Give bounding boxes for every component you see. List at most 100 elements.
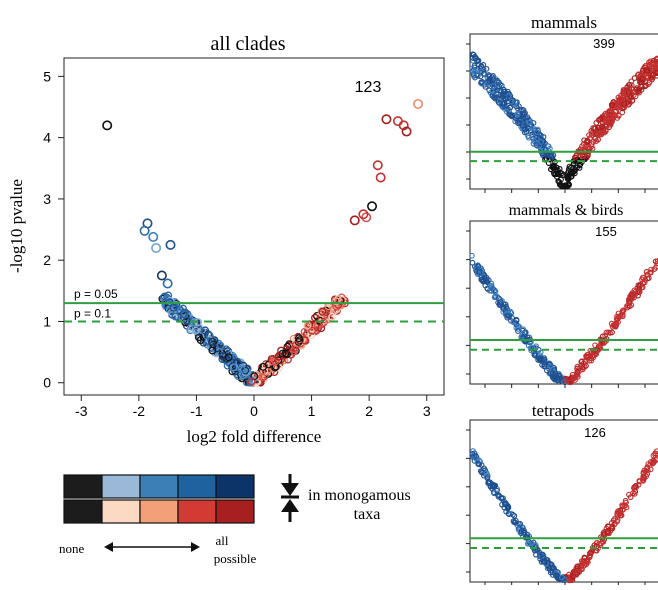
mammals-birds-ticks: [466, 230, 646, 388]
mammals-panel: mammals 399: [466, 13, 658, 193]
cloud-point: [533, 142, 540, 148]
legend-swatch-down: [101, 474, 141, 499]
legend-description-line2: taxa: [354, 506, 381, 523]
cloud-point: [582, 153, 588, 160]
legend-swatch-down: [177, 474, 217, 499]
cloud-point: [488, 283, 495, 289]
cloud-point: [536, 356, 543, 362]
tetrapods-count-label: 126: [584, 425, 606, 440]
cloud-point: [517, 116, 524, 123]
cloud-point: [585, 144, 592, 150]
cloud-point: [553, 164, 560, 171]
cloud-point: [485, 478, 492, 485]
cloud-point: [481, 465, 487, 472]
cloud-point: [650, 452, 657, 459]
y-tick-label: 5: [43, 68, 51, 84]
highlight-point: [349, 215, 360, 226]
cloud-point: [572, 154, 578, 161]
legend-swatch-down: [215, 474, 255, 499]
cloud-point: [533, 343, 539, 350]
cloud-point: [478, 79, 485, 86]
cloud-point: [537, 349, 544, 356]
legend-scale-right-line1: all: [216, 533, 229, 548]
cloud-point: [507, 104, 513, 111]
cloud-point: [644, 67, 651, 74]
y-tick-label: 1: [43, 313, 51, 329]
cloud-point: [498, 82, 505, 89]
cloud-point: [547, 361, 553, 368]
cloud-point: [486, 73, 493, 80]
cloud-point: [570, 160, 577, 166]
cloud-point: [612, 323, 619, 329]
cloud-point: [549, 373, 556, 380]
main-x-axis-label: log2 fold difference: [187, 427, 322, 446]
cloud-point: [597, 115, 604, 122]
cloud-point: [609, 114, 616, 121]
cloud-point: [573, 571, 580, 578]
cloud-point: [643, 82, 649, 89]
cloud-point: [469, 252, 475, 259]
cloud-point: [521, 529, 528, 536]
p01-label: p = 0.1: [74, 306, 111, 320]
cloud-point: [518, 530, 525, 537]
cloud-point: [584, 351, 591, 358]
cloud-point: [522, 125, 528, 132]
cloud-point: [562, 376, 569, 383]
cloud-point: [556, 181, 563, 188]
cloud-point: [307, 330, 316, 339]
cloud-point: [512, 99, 519, 105]
cloud-point: [311, 313, 319, 322]
cloud-point: [180, 310, 189, 318]
highlight-point: [375, 172, 386, 183]
cloud-point: [559, 574, 565, 581]
cloud-point: [505, 313, 512, 319]
cloud-point: [628, 82, 635, 88]
cloud-point: [617, 95, 624, 102]
highlight-point: [139, 225, 150, 236]
main-highlight-points: [102, 98, 424, 289]
highlight-point: [381, 114, 392, 125]
cloud-point: [631, 75, 638, 81]
cloud-point: [584, 138, 591, 145]
cloud-point: [476, 461, 483, 468]
cloud-point: [565, 168, 572, 175]
cloud-point: [635, 88, 642, 95]
x-tick-label: -1: [190, 403, 203, 419]
cloud-point: [527, 119, 533, 126]
cloud-point: [241, 366, 250, 375]
cloud-point: [508, 98, 515, 105]
x-tick-label: -2: [133, 403, 146, 419]
down-arrow-icon: [281, 474, 299, 496]
legend-swatch-up: [101, 499, 141, 524]
cloud-point: [534, 129, 540, 136]
cloud-point: [578, 359, 585, 365]
cloud-point: [574, 369, 580, 376]
cloud-point: [469, 65, 475, 72]
cloud-point: [609, 323, 616, 330]
cloud-point: [638, 72, 645, 79]
cloud-point: [269, 357, 277, 366]
mammals-birds-point-clouds: [469, 252, 658, 386]
tetrapods-title: tetrapods: [532, 401, 594, 420]
cloud-point: [483, 278, 490, 285]
cloud-point: [601, 129, 608, 136]
cloud-point: [615, 319, 621, 326]
cloud-point: [510, 511, 516, 518]
cloud-point: [481, 70, 487, 77]
cloud-point: [515, 328, 521, 334]
main-threshold-lines: [64, 302, 444, 323]
cloud-point: [492, 95, 498, 102]
tetrapods-panel: tetrapods 126: [466, 401, 658, 586]
cloud-point: [484, 285, 491, 292]
cloud-point: [496, 302, 503, 308]
y-tick-label: 0: [43, 375, 51, 391]
cloud-point: [623, 499, 629, 506]
cloud-point: [631, 490, 638, 497]
y-tick-label: 2: [43, 252, 51, 268]
cloud-point: [258, 373, 267, 382]
cloud-point: [639, 75, 646, 82]
highlight-point: [358, 209, 369, 220]
cloud-point: [494, 87, 500, 94]
cloud-point: [564, 174, 571, 181]
mammals-birds-title: mammals & birds: [509, 202, 624, 219]
